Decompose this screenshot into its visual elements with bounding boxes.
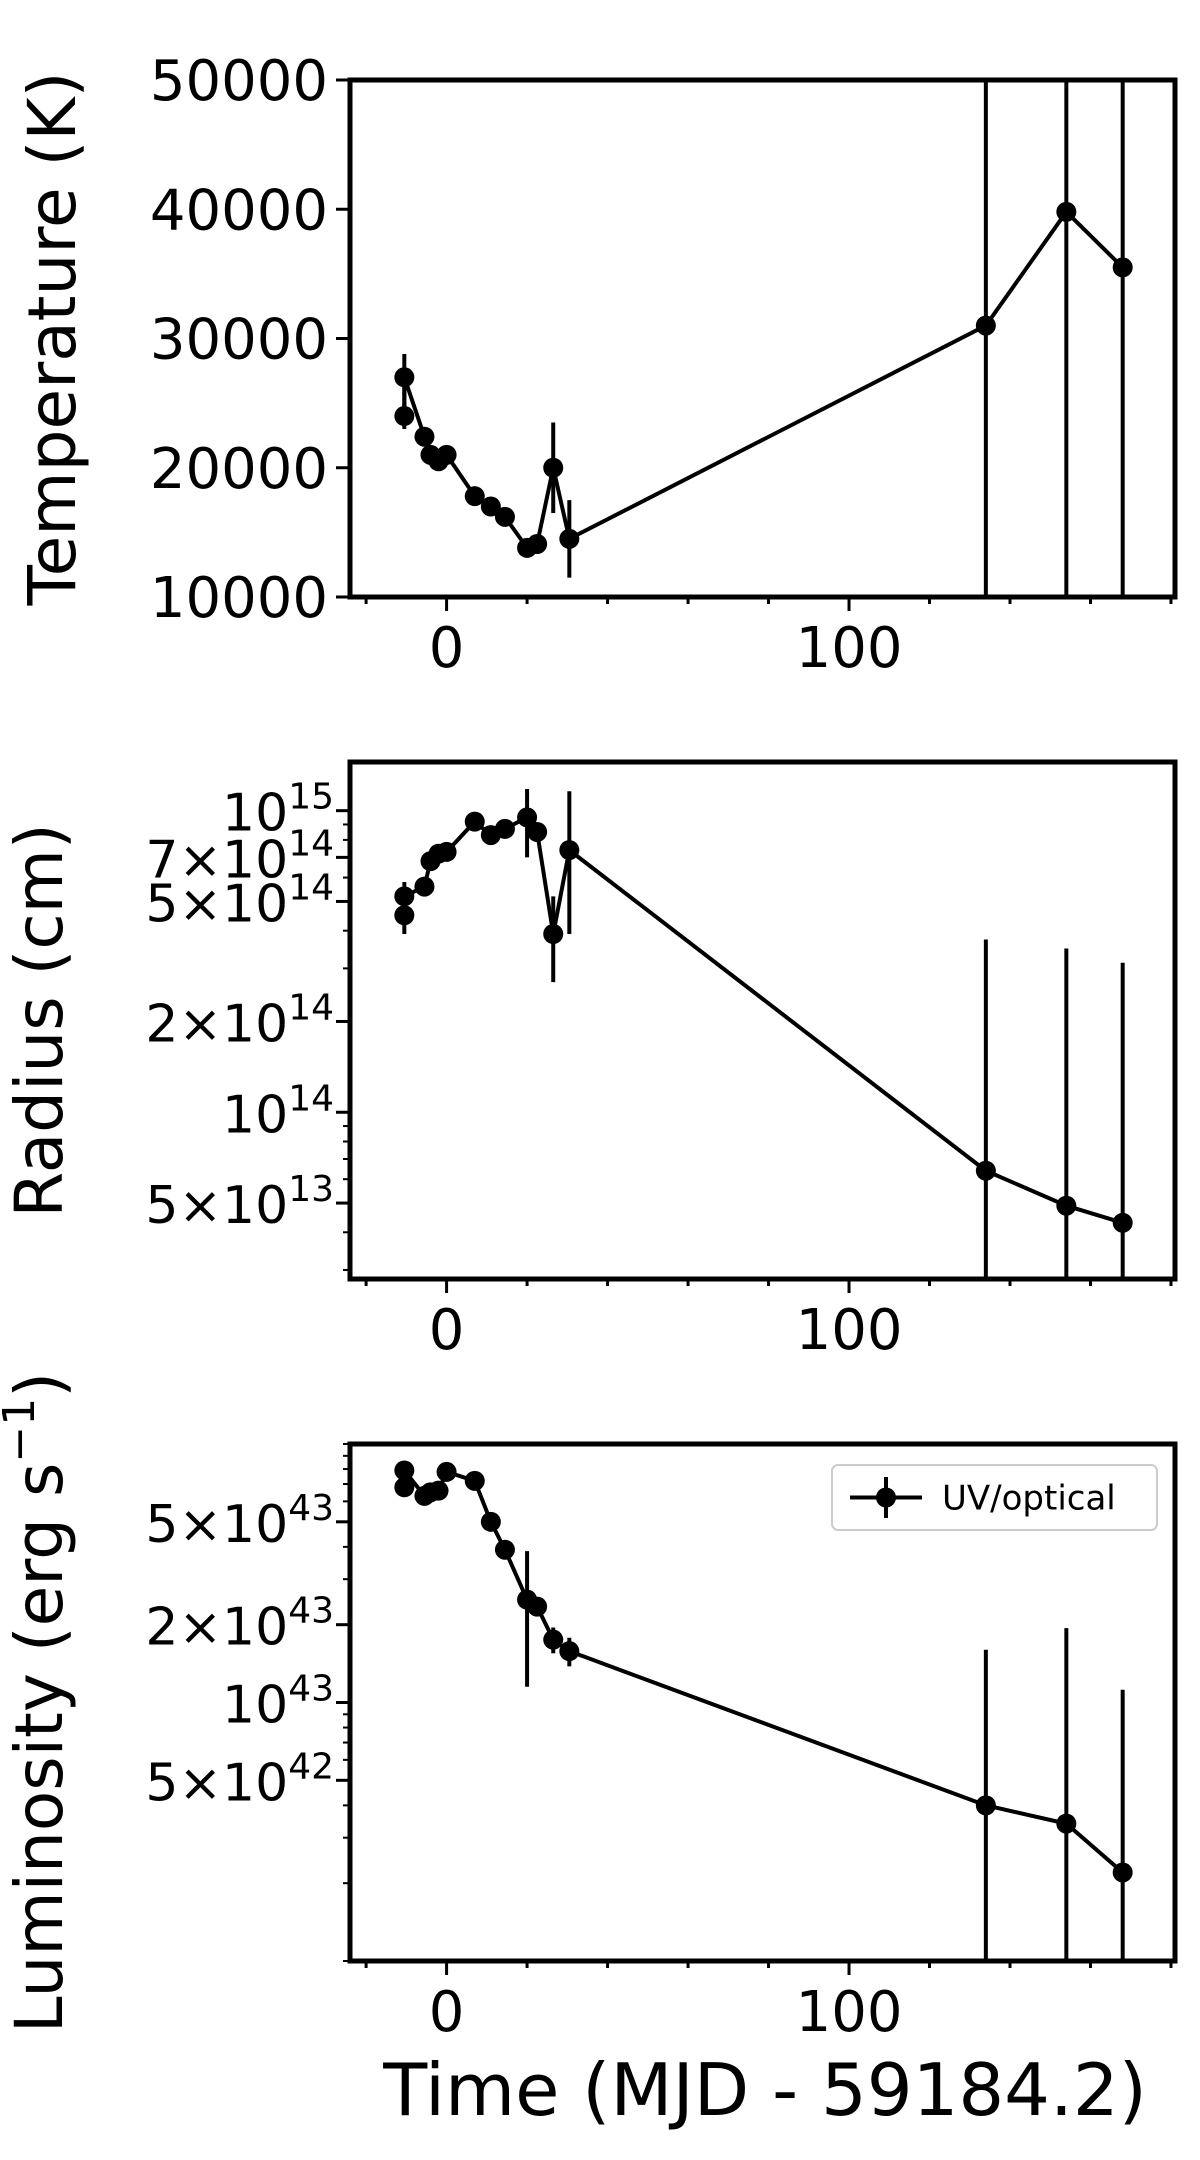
- series-line: [402, 208, 1125, 551]
- data-point: [517, 807, 538, 828]
- x-tick-label: 100: [796, 1298, 903, 1363]
- data-point: [1056, 201, 1077, 222]
- data-point: [1056, 1813, 1077, 1834]
- y-tick-label: 40000: [150, 178, 328, 243]
- y-tick-label: 20000: [150, 437, 328, 502]
- data-point: [394, 1477, 415, 1498]
- data-point: [394, 367, 415, 388]
- data-point: [394, 406, 415, 427]
- panel-3: 0 100 5×1042 1043 2×1043 5×1043 Luminosity (er…: [0, 1372, 1178, 2045]
- y-tick-label: 7×1014: [145, 823, 334, 890]
- data-point: [559, 1641, 580, 1662]
- data-point: [436, 1461, 457, 1482]
- data-point: [543, 924, 564, 945]
- data-point: [527, 1596, 548, 1617]
- y-axis-label: Radius (cm): [1, 823, 78, 1217]
- data-point: [436, 841, 457, 862]
- y-tick-label: 5×1042: [145, 1746, 334, 1813]
- plot-frame: [347, 77, 1178, 600]
- panel-1: 0 100 10000 20000 30000 40000 50000 Temperature…: [14, 49, 1178, 681]
- y-axis-label: Luminosity (erg s−1): [0, 1372, 78, 2033]
- data-point: [527, 534, 548, 555]
- x-tick-label: 0: [429, 1980, 465, 2045]
- data-point: [1112, 257, 1133, 278]
- series-1: [394, 1460, 1133, 1961]
- legend-box: [831, 1464, 1158, 1531]
- panels: 0 1001000020000300004000050000Temperature…: [0, 49, 1178, 2045]
- y-tick-label: 1014: [222, 1078, 334, 1145]
- series-1: [394, 788, 1133, 1279]
- data-point: [464, 486, 485, 507]
- data-point: [494, 506, 515, 527]
- y-tick-label: 2×1043: [145, 1591, 334, 1658]
- legend-marker: [876, 1487, 896, 1508]
- x-tick-label: 100: [796, 1980, 903, 2045]
- plot-frame: [347, 1441, 1178, 1964]
- data-point: [543, 1629, 564, 1650]
- data-point: [414, 426, 435, 447]
- data-point: [975, 1795, 996, 1816]
- data-point: [436, 444, 457, 465]
- y-tick-label: 30000: [150, 308, 328, 373]
- y-tick-label: 10000: [150, 566, 328, 631]
- data-point: [394, 905, 415, 926]
- data-point: [428, 1480, 449, 1501]
- data-point: [394, 1460, 415, 1481]
- data-point: [543, 457, 564, 478]
- y-axis-label: Temperature (K): [14, 72, 91, 607]
- series-1: [394, 80, 1133, 597]
- legend-label: UV/optical: [942, 1479, 1116, 1519]
- x-tick-label: 100: [796, 616, 903, 681]
- y-tick-label: 1043: [222, 1669, 334, 1736]
- data-point: [1112, 1862, 1133, 1883]
- data-point: [559, 840, 580, 861]
- y-tick-label: 5×1043: [145, 1488, 334, 1555]
- y-tick-label: 2×1014: [145, 987, 334, 1054]
- data-point: [414, 876, 435, 897]
- data-point: [975, 1160, 996, 1181]
- data-point: [464, 1470, 485, 1491]
- data-point: [480, 1511, 501, 1532]
- y-tick-label: 50000: [150, 49, 328, 114]
- plot-frame: [347, 759, 1178, 1282]
- data-point: [494, 1539, 515, 1560]
- data-point: [394, 886, 415, 907]
- data-point: [975, 315, 996, 336]
- data-point: [559, 528, 580, 549]
- data-point: [494, 818, 515, 839]
- x-axis-label: Time (MJD - 59184.2): [382, 2048, 1147, 2132]
- x-tick-label: 0: [429, 1298, 465, 1363]
- data-point: [1056, 1195, 1077, 1216]
- data-point: [527, 821, 548, 842]
- data-point: [1112, 1212, 1133, 1233]
- data-point: [480, 496, 501, 517]
- x-tick-label: 0: [429, 616, 465, 681]
- y-tick-label: 1015: [222, 777, 334, 844]
- series-line: [402, 814, 1124, 1225]
- y-tick-label: 5×1013: [145, 1169, 334, 1236]
- y-tick-label: 5×1014: [145, 867, 334, 934]
- legend: UV/optical: [831, 1464, 1158, 1531]
- data-point: [464, 811, 485, 832]
